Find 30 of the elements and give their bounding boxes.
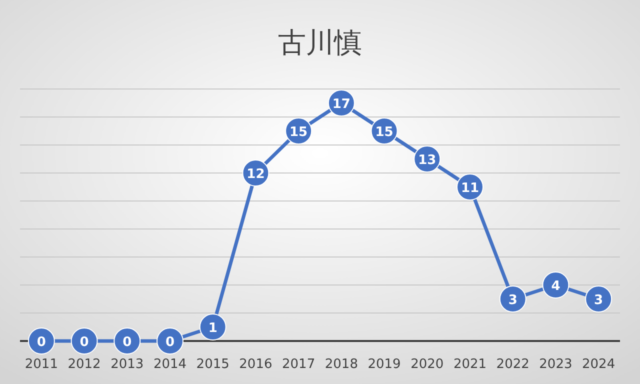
x-tick-label: 2014	[153, 357, 187, 372]
data-label: 3	[508, 293, 518, 308]
data-label: 0	[80, 335, 89, 350]
x-tick-label: 2023	[539, 357, 572, 372]
x-tick-label: 2018	[324, 357, 358, 372]
data-label: 17	[332, 97, 350, 112]
x-tick-label: 2015	[196, 357, 230, 372]
data-label: 0	[122, 335, 132, 350]
x-tick-label: 2020	[410, 357, 444, 372]
data-label: 11	[460, 181, 480, 196]
point	[199, 314, 226, 340]
title: 古川慎	[278, 26, 362, 59]
x-tick-label: 2022	[496, 357, 530, 372]
data-label: 0	[36, 335, 46, 350]
data-label: 15	[290, 125, 308, 140]
x-tick-label: 2024	[582, 357, 616, 372]
x-tick-label: 2013	[110, 357, 144, 372]
data-label: 1	[208, 321, 218, 336]
data-label: 0	[165, 335, 175, 350]
data-label: 3	[594, 293, 604, 308]
data-label: 15	[375, 125, 394, 140]
x-tick-label: 2012	[68, 357, 101, 372]
data-label: 4	[551, 279, 560, 294]
x-tick-label: 2021	[453, 357, 487, 372]
x-tick-label: 2017	[282, 357, 316, 372]
x-tick-label: 2019	[368, 357, 401, 372]
x-tick-label: 2011	[24, 357, 58, 372]
data-label: 13	[418, 153, 436, 168]
x-tick-label: 2016	[239, 357, 272, 372]
data-label: 12	[246, 167, 265, 182]
